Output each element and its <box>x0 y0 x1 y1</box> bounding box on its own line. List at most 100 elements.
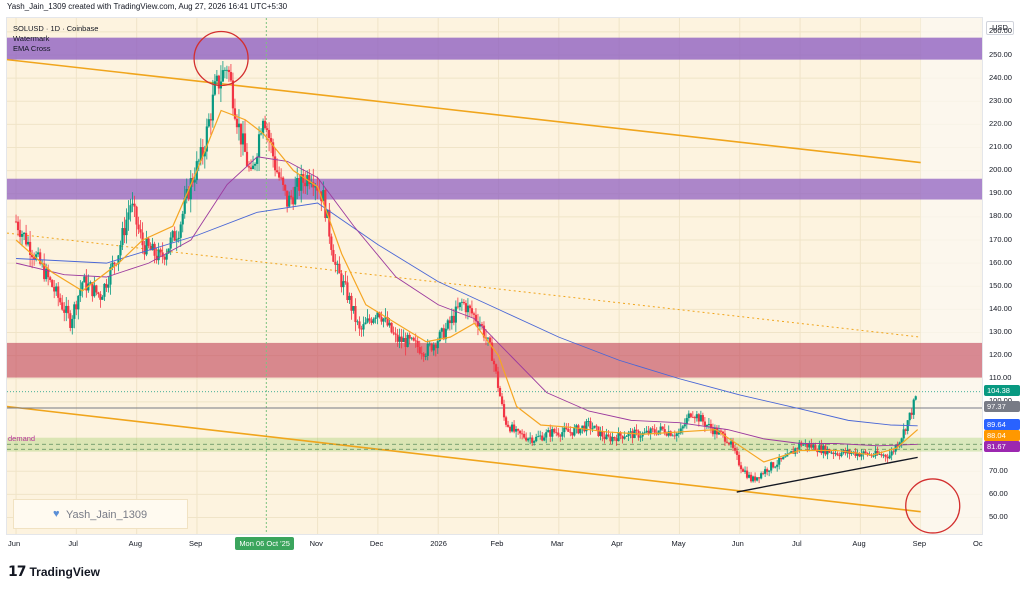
candle-body <box>175 239 178 241</box>
candle-body <box>392 332 395 334</box>
legend-symbol[interactable]: SOLUSD · 1D · Coinbase <box>13 24 99 33</box>
candle-body <box>101 296 104 300</box>
channel-lower-line <box>7 405 921 513</box>
candle-body <box>91 282 94 297</box>
candle-body <box>165 253 168 260</box>
candle-body <box>292 197 295 205</box>
candle-body <box>77 295 80 310</box>
candle-body <box>145 238 148 255</box>
candle-body <box>163 256 166 260</box>
candle-body <box>412 337 415 341</box>
candle-body <box>207 119 210 127</box>
candle-body <box>372 318 375 323</box>
candle-body <box>167 248 170 254</box>
price-tick-label: 150.00 <box>989 280 1012 290</box>
candle-body <box>751 476 755 482</box>
price-tick-label: 190.00 <box>989 188 1012 198</box>
price-tick-label: 200.00 <box>989 165 1012 175</box>
candle-body <box>368 318 371 321</box>
candle-body <box>653 429 656 433</box>
price-badge: 88.04 <box>984 430 1020 442</box>
legend-ema-cross[interactable]: EMA Cross <box>13 44 51 53</box>
candle-body <box>631 431 634 439</box>
candle-body <box>721 431 725 434</box>
candle-body <box>482 325 486 338</box>
candle-body <box>334 261 337 265</box>
candle-body <box>908 412 911 421</box>
candle-body <box>810 444 813 448</box>
candle-body <box>127 212 130 220</box>
candle-body <box>304 182 307 187</box>
candle-body <box>677 433 680 435</box>
candle-body <box>488 337 492 343</box>
candle-body <box>342 281 345 288</box>
candle-body <box>659 426 662 431</box>
candle-body <box>545 432 548 438</box>
candle-body <box>24 232 28 245</box>
candle-body <box>199 147 202 161</box>
candle-body <box>440 328 443 332</box>
candle-body <box>247 166 251 168</box>
candle-body <box>75 304 78 310</box>
candle-body <box>521 433 524 435</box>
candle-body <box>689 413 692 417</box>
candle-body <box>227 69 231 73</box>
candle-body <box>137 224 140 230</box>
tradingview-logo[interactable]: 17 TradingView <box>8 564 100 580</box>
time-tick-label: Jul <box>792 539 802 548</box>
candle-body <box>874 450 877 456</box>
candle-body <box>211 94 214 121</box>
candle-body <box>362 324 365 330</box>
price-badge: 89.64 <box>984 419 1020 431</box>
legend-watermark[interactable]: Watermark <box>13 34 50 43</box>
candle-body <box>573 427 576 436</box>
candle-body <box>35 254 38 260</box>
candle-body <box>794 448 797 454</box>
candle-body <box>253 163 257 166</box>
time-tick-label: Mar <box>550 539 564 548</box>
time-tick-label: Sep <box>188 539 203 548</box>
candle-body <box>298 178 301 191</box>
candle-body <box>585 421 588 432</box>
candle-body <box>290 195 293 198</box>
candle-body <box>850 452 853 454</box>
candle-body <box>858 452 861 457</box>
candle-body <box>910 412 913 415</box>
candle-body <box>324 190 327 218</box>
candle-body <box>386 317 389 326</box>
candle-body <box>743 470 747 472</box>
candle-body <box>249 167 253 170</box>
crosshair-date-label: Mon 06 Oct '25 <box>235 537 294 550</box>
candle-body <box>816 450 819 453</box>
candle-body <box>508 426 512 432</box>
candle-body <box>272 142 275 157</box>
currency-button[interactable]: USD <box>986 21 1014 35</box>
candle-body <box>512 424 516 432</box>
candle-body <box>338 263 341 274</box>
price-tick-label: 160.00 <box>989 257 1012 267</box>
chart-plot-area[interactable]: SOLUSD · 1D · Coinbase Watermark EMA Cro… <box>6 17 983 535</box>
heart-icon: ♥ <box>53 508 60 520</box>
candle-body <box>189 178 192 200</box>
candle-body <box>838 455 841 457</box>
supply-zone-250 <box>7 37 982 60</box>
candle-body <box>139 229 142 233</box>
candle-body <box>798 442 801 449</box>
price-axis[interactable]: USD 260.00 250.00 240.00 230.00 220.00 210.00… <box>983 17 1024 535</box>
candle-body <box>278 172 281 178</box>
candle-body <box>37 252 40 255</box>
candle-body <box>360 328 363 330</box>
candle-body <box>406 334 409 347</box>
candle-body <box>727 442 731 445</box>
candle-body <box>770 462 773 471</box>
candle-body <box>900 438 903 443</box>
watermark-text: Yash_Jain_1309 <box>66 509 148 521</box>
price-chart-svg[interactable] <box>7 18 983 535</box>
candle-body <box>223 69 227 71</box>
candle-body <box>623 436 626 439</box>
candle-body <box>215 75 218 82</box>
support-trendline <box>736 456 918 493</box>
time-axis[interactable]: Jun Jul Aug Sep Nov Dec 2026 Feb Mar Apr May Jun Jul… <box>6 535 983 553</box>
candle-body <box>705 425 708 427</box>
time-tick-label: Nov <box>309 539 323 548</box>
